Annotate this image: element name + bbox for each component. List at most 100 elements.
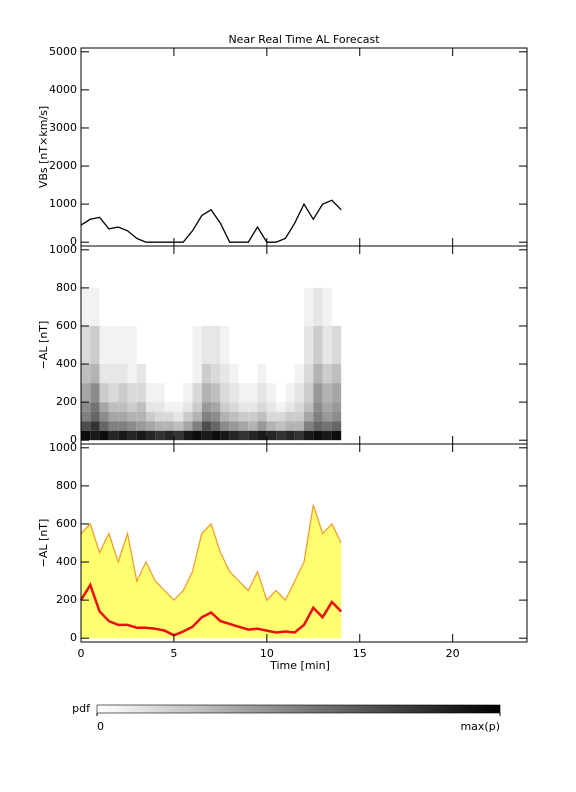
heat-cell xyxy=(127,411,137,422)
heat-cell xyxy=(285,411,295,422)
x-tick-label: 0 xyxy=(78,647,85,660)
heat-cell xyxy=(220,383,230,403)
heat-cell xyxy=(220,287,230,326)
y-tick-label: 1000 xyxy=(49,197,77,210)
heat-cell xyxy=(183,402,193,412)
heat-cell xyxy=(173,325,184,365)
heat-cell xyxy=(201,421,212,431)
heat-cell xyxy=(257,364,267,384)
heat-cell xyxy=(183,421,193,431)
heat-cell xyxy=(155,411,165,422)
heat-cell xyxy=(294,364,304,384)
heat-cell xyxy=(108,364,119,384)
heat-cell xyxy=(146,411,156,422)
heat-cell xyxy=(304,325,314,365)
heat-cell xyxy=(183,411,193,422)
heat-cell xyxy=(146,421,156,431)
heat-cell xyxy=(192,430,202,441)
heat-cell xyxy=(248,421,258,431)
heat-cell xyxy=(118,287,128,326)
heat-cell xyxy=(238,411,249,422)
heat-cell xyxy=(285,364,295,384)
heat-cell xyxy=(155,364,165,384)
heat-cell xyxy=(201,364,212,384)
heat-cell xyxy=(81,430,91,441)
heat-cell xyxy=(192,287,202,326)
heat-cell xyxy=(173,411,184,422)
heat-cell xyxy=(322,383,332,403)
heat-cell xyxy=(164,411,174,422)
heat-cell xyxy=(127,287,137,326)
heat-cell xyxy=(127,402,137,412)
x-tick-label: 15 xyxy=(353,647,367,660)
heat-cell xyxy=(304,421,314,431)
heat-cell xyxy=(229,325,239,365)
heat-cell xyxy=(229,287,239,326)
heat-cell xyxy=(201,430,212,441)
heat-cell xyxy=(99,383,109,403)
heat-cell xyxy=(266,421,277,431)
x-tick-label: 10 xyxy=(260,647,274,660)
heat-cell xyxy=(331,287,342,326)
heat-cell xyxy=(229,411,239,422)
x-tick-label: 5 xyxy=(170,647,177,660)
heat-cell xyxy=(192,411,202,422)
heat-cell xyxy=(266,325,277,365)
heat-cell xyxy=(266,430,277,441)
heat-cell xyxy=(173,421,184,431)
heat-cell xyxy=(285,430,295,441)
heat-cell xyxy=(257,421,267,431)
heat-cell xyxy=(118,411,128,422)
colorbar-label: pdf xyxy=(72,702,91,715)
heat-cell xyxy=(313,325,323,365)
heat-cell xyxy=(248,364,258,384)
heat-cell xyxy=(81,364,91,384)
heat-cell xyxy=(136,421,147,431)
heat-cell xyxy=(220,430,230,441)
heat-cell xyxy=(294,411,304,422)
heat-cell xyxy=(331,402,342,412)
heat-cell xyxy=(81,402,91,412)
heat-cell xyxy=(220,411,230,422)
heat-cell xyxy=(276,364,286,384)
heat-cell xyxy=(276,287,286,326)
heat-cell xyxy=(229,364,239,384)
heat-cell xyxy=(266,364,277,384)
heat-cell xyxy=(266,287,277,326)
heat-cell xyxy=(173,430,184,441)
heat-cell xyxy=(118,421,128,431)
heat-cell xyxy=(285,402,295,412)
heat-cell xyxy=(276,421,286,431)
heat-cell xyxy=(155,421,165,431)
heat-cell xyxy=(285,383,295,403)
heat-cell xyxy=(266,411,277,422)
heat-cell xyxy=(127,383,137,403)
y-tick-label: 800 xyxy=(56,479,77,492)
heat-cell xyxy=(108,287,119,326)
heat-cell xyxy=(211,383,221,403)
line xyxy=(79,581,343,637)
heat-cell xyxy=(211,287,221,326)
heat-cell xyxy=(257,325,267,365)
heat-cell xyxy=(276,383,286,403)
heat-cell xyxy=(108,421,119,431)
heat-cell xyxy=(211,411,221,422)
heat-cell xyxy=(146,402,156,412)
heat-cell xyxy=(313,402,323,412)
heat-cell xyxy=(127,325,137,365)
heat-cell xyxy=(99,421,109,431)
heat-cell xyxy=(220,402,230,412)
heat-cell xyxy=(108,402,119,412)
heat-cell xyxy=(313,411,323,422)
y-tick-label: 400 xyxy=(56,555,77,568)
heat-cell xyxy=(201,402,212,412)
heat-cell xyxy=(173,402,184,412)
heat-cell xyxy=(238,430,249,441)
heat-cell xyxy=(238,402,249,412)
heat-cell xyxy=(108,430,119,441)
colorbar-tick-label: 0 xyxy=(97,720,104,733)
y-tick-label: 1000 xyxy=(49,243,77,256)
y-tick-label: 0 xyxy=(70,235,77,248)
heat-cell xyxy=(81,421,91,431)
